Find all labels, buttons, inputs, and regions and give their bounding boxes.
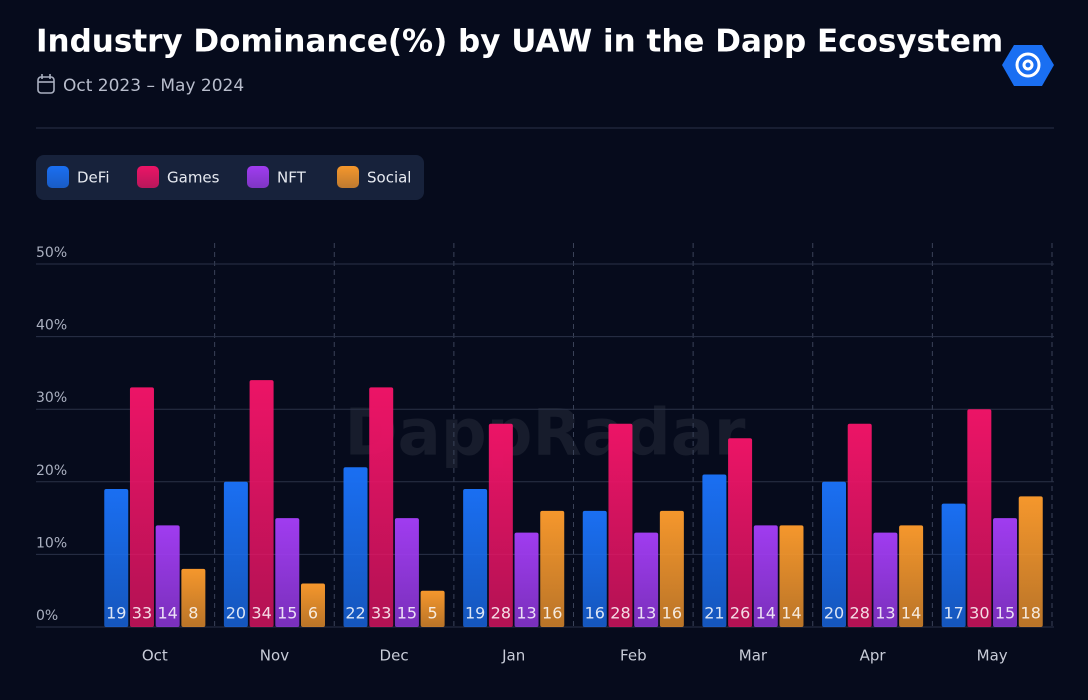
bar <box>249 380 274 627</box>
bar <box>420 590 445 627</box>
chart-title: Industry Dominance(%) by UAW in the Dapp… <box>36 24 1003 60</box>
bar <box>993 518 1018 627</box>
y-tick-label: 40% <box>36 318 67 334</box>
bar <box>155 525 180 627</box>
legend-label: Social <box>367 169 411 187</box>
data-label: 15 <box>995 604 1015 623</box>
data-label: 28 <box>850 604 870 623</box>
bar <box>608 423 633 627</box>
legend-label: NFT <box>277 169 307 187</box>
y-tick-label: 0% <box>36 608 58 624</box>
data-label: 14 <box>781 604 801 623</box>
bar <box>514 532 539 627</box>
bar <box>275 518 300 627</box>
legend-swatch <box>337 166 359 188</box>
legend-swatch <box>47 166 69 188</box>
data-label: 17 <box>943 604 963 623</box>
x-tick-label: Feb <box>620 647 647 665</box>
data-label: 33 <box>132 604 152 623</box>
bar <box>582 510 607 627</box>
bar <box>967 409 992 627</box>
x-tick-label: Oct <box>142 647 168 665</box>
data-label: 16 <box>542 604 562 623</box>
data-label: 33 <box>371 604 391 623</box>
bar <box>394 518 419 627</box>
legend-box <box>36 155 424 200</box>
logo <box>1002 45 1054 86</box>
data-label: 20 <box>226 604 246 623</box>
x-tick-label: Nov <box>260 647 289 665</box>
x-tick-label: Dec <box>380 647 409 665</box>
bar <box>463 489 488 627</box>
data-label: 14 <box>901 604 921 623</box>
y-tick-label: 10% <box>36 535 67 551</box>
data-label: 19 <box>465 604 485 623</box>
data-label: 13 <box>875 604 895 623</box>
bar <box>822 481 847 627</box>
legend-label: Games <box>167 169 220 187</box>
data-label: 20 <box>824 604 844 623</box>
legend-swatch <box>137 166 159 188</box>
data-label: 13 <box>636 604 656 623</box>
legend-label: DeFi <box>77 169 109 187</box>
y-tick-label: 50% <box>36 245 67 261</box>
legend-swatch <box>247 166 269 188</box>
bar <box>847 423 872 627</box>
bar <box>873 532 898 627</box>
data-label: 14 <box>756 604 776 623</box>
watermark: DappRadar <box>345 397 746 471</box>
bar <box>659 510 684 627</box>
bar <box>702 474 727 627</box>
bar <box>369 387 394 627</box>
bar <box>129 387 154 627</box>
data-label: 16 <box>585 604 605 623</box>
bar <box>899 525 924 627</box>
chart-subtitle: Oct 2023 – May 2024 <box>63 76 244 96</box>
data-label: 5 <box>428 604 438 623</box>
bar <box>941 503 966 627</box>
data-label: 34 <box>251 604 271 623</box>
y-tick-label: 30% <box>36 390 67 406</box>
data-label: 13 <box>516 604 536 623</box>
data-label: 8 <box>188 604 198 623</box>
bar <box>634 532 659 627</box>
x-tick-label: Jan <box>501 647 525 665</box>
bar <box>104 489 129 627</box>
data-label: 21 <box>704 604 724 623</box>
data-label: 28 <box>610 604 630 623</box>
data-label: 18 <box>1021 604 1041 623</box>
x-tick-label: Apr <box>860 647 887 665</box>
y-tick-label: 20% <box>36 463 67 479</box>
bar <box>343 467 368 627</box>
data-label: 19 <box>106 604 126 623</box>
data-label: 28 <box>491 604 511 623</box>
data-label: 26 <box>730 604 750 623</box>
data-label: 15 <box>277 604 297 623</box>
bar <box>540 510 565 627</box>
bar <box>779 525 804 627</box>
data-label: 22 <box>345 604 365 623</box>
data-label: 15 <box>397 604 417 623</box>
bar <box>1018 496 1043 627</box>
bar <box>181 568 206 627</box>
bar <box>300 583 325 627</box>
bar <box>753 525 778 627</box>
data-label: 16 <box>662 604 682 623</box>
x-tick-label: Mar <box>739 647 768 665</box>
data-label: 6 <box>308 604 318 623</box>
bar <box>728 438 753 627</box>
bar <box>488 423 513 627</box>
calendar-icon <box>37 74 55 94</box>
bar <box>223 481 248 627</box>
x-tick-label: May <box>977 647 1008 665</box>
data-label: 14 <box>157 604 177 623</box>
data-label: 30 <box>969 604 989 623</box>
